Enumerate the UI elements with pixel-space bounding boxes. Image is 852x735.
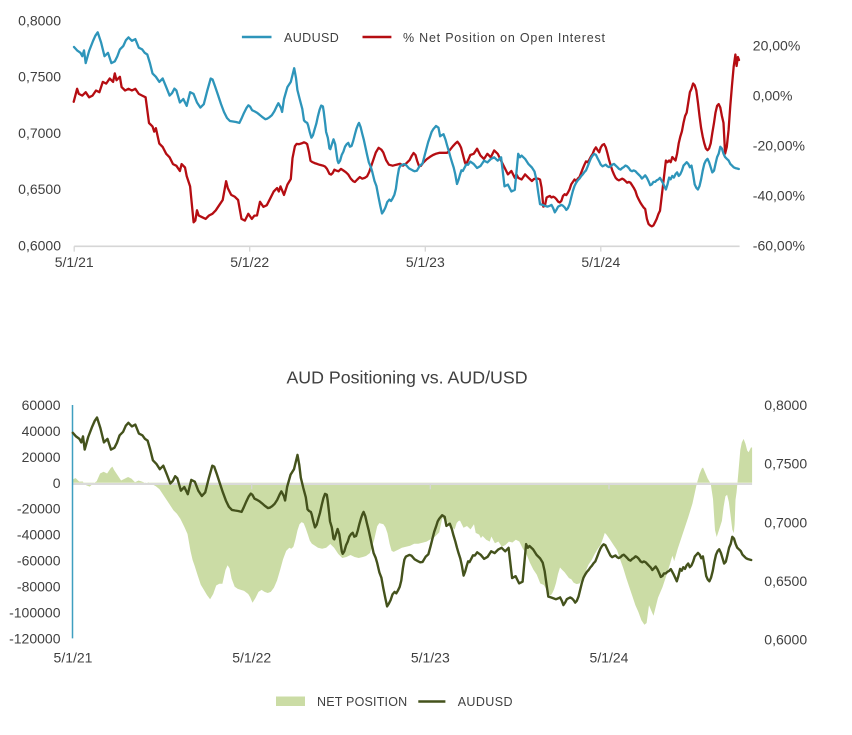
svg-text:-20,00%: -20,00% — [753, 137, 805, 153]
svg-text:AUDUSD: AUDUSD — [284, 31, 339, 45]
svg-text:0,6000: 0,6000 — [18, 237, 61, 253]
svg-text:-60000: -60000 — [17, 553, 61, 569]
svg-text:0,6000: 0,6000 — [764, 632, 807, 648]
svg-text:-20000: -20000 — [17, 501, 61, 517]
svg-text:5/1/23: 5/1/23 — [411, 650, 450, 666]
svg-text:-100000: -100000 — [9, 604, 61, 620]
svg-text:0,8000: 0,8000 — [18, 12, 61, 28]
svg-text:60000: 60000 — [22, 397, 61, 413]
svg-text:0,7500: 0,7500 — [764, 456, 807, 472]
svg-text:-80000: -80000 — [17, 579, 61, 595]
svg-text:NET POSITION: NET POSITION — [317, 695, 407, 709]
svg-text:40000: 40000 — [22, 423, 61, 439]
svg-text:-60,00%: -60,00% — [753, 237, 805, 253]
svg-text:20,00%: 20,00% — [753, 37, 800, 53]
svg-text:5/1/23: 5/1/23 — [406, 254, 445, 270]
svg-text:0,00%: 0,00% — [753, 87, 793, 103]
svg-text:5/1/21: 5/1/21 — [54, 650, 93, 666]
svg-text:0,6500: 0,6500 — [18, 181, 61, 197]
svg-text:5/1/22: 5/1/22 — [230, 254, 269, 270]
svg-text:-40,00%: -40,00% — [753, 187, 805, 203]
svg-text:0,7000: 0,7000 — [18, 125, 61, 141]
svg-text:0,8000: 0,8000 — [764, 397, 807, 413]
svg-text:5/1/24: 5/1/24 — [590, 650, 629, 666]
svg-text:AUD Positioning vs. AUD/USD: AUD Positioning vs. AUD/USD — [286, 368, 527, 388]
svg-text:0,7500: 0,7500 — [18, 69, 61, 85]
svg-text:5/1/21: 5/1/21 — [55, 254, 94, 270]
svg-text:0: 0 — [53, 475, 61, 491]
svg-text:0,6500: 0,6500 — [764, 573, 807, 589]
svg-text:-120000: -120000 — [9, 630, 61, 646]
svg-text:% Net Position on Open Interes: % Net Position on Open Interest — [403, 31, 606, 45]
svg-text:0,7000: 0,7000 — [764, 514, 807, 530]
svg-text:20000: 20000 — [22, 449, 61, 465]
svg-text:AUDUSD: AUDUSD — [458, 695, 513, 709]
svg-text:5/1/24: 5/1/24 — [581, 254, 620, 270]
svg-text:-40000: -40000 — [17, 527, 61, 543]
svg-text:5/1/22: 5/1/22 — [232, 650, 271, 666]
